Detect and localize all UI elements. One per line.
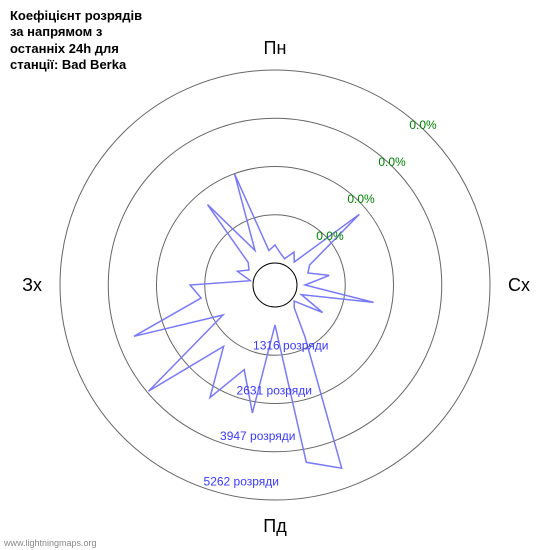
ring-label-green: 0.0% bbox=[347, 192, 375, 206]
center-circle bbox=[253, 263, 297, 307]
data-polygon bbox=[134, 174, 374, 468]
ring-label-green: 0.0% bbox=[378, 155, 406, 169]
axis-label-s: Пд bbox=[263, 516, 287, 536]
polar-chart-container: { "title": "Коефіцієнт розрядів за напря… bbox=[0, 0, 550, 550]
ring-label-blue: 5262 розряди bbox=[204, 474, 280, 488]
ring-label-blue: 2631 розряди bbox=[237, 384, 313, 398]
footer-credit: www.lightningmaps.org bbox=[4, 538, 97, 548]
ring-label-blue: 1316 розряди bbox=[253, 338, 329, 352]
ring-label-green: 0.0% bbox=[409, 118, 437, 132]
chart-title: Коефіцієнт розрядів за напрямом з останн… bbox=[10, 8, 150, 73]
ring-label-green: 0.0% bbox=[316, 229, 344, 243]
axis-label-w: Зх bbox=[22, 275, 42, 295]
ring-label-blue: 3947 розряди bbox=[220, 429, 296, 443]
axis-label-e: Сх bbox=[508, 275, 530, 295]
polar-chart-svg: Пн Сх Пд Зх 0.0% 0.0% 0.0% 0.0% 1316 розряди 2631… bbox=[0, 0, 550, 550]
axis-label-n: Пн bbox=[264, 38, 287, 58]
